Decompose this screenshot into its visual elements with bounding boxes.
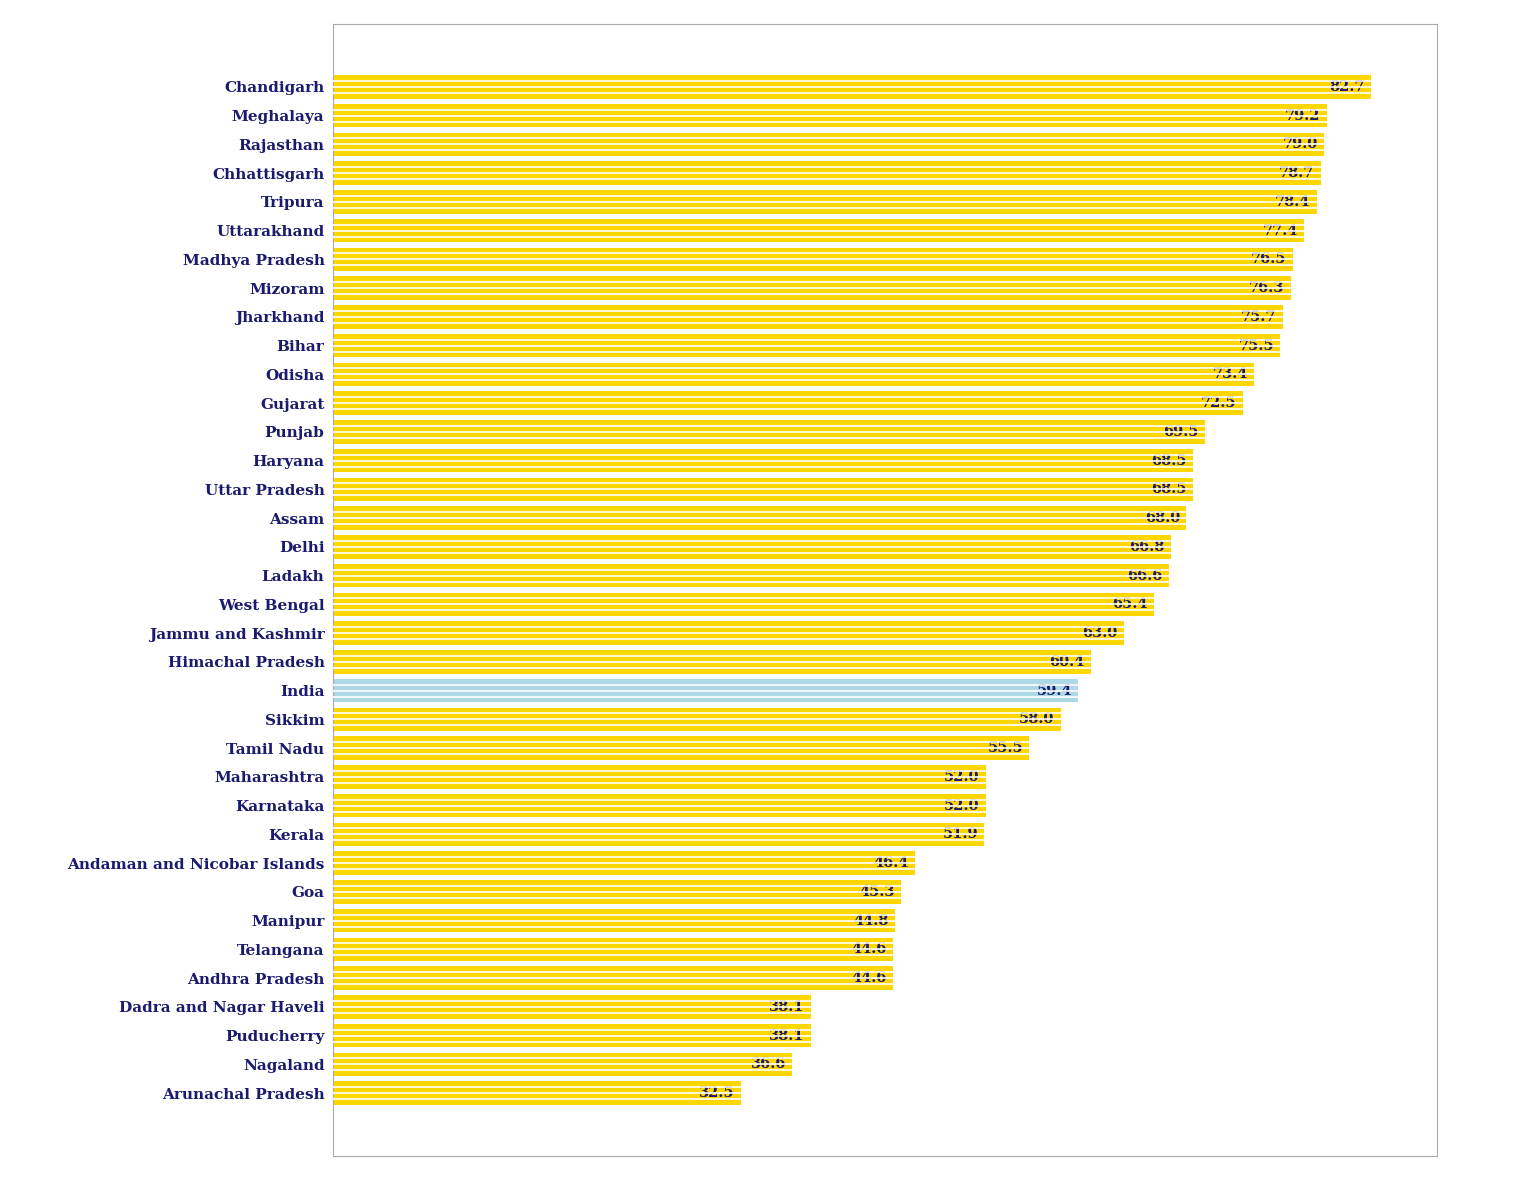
Bar — [333, 851, 915, 874]
Bar — [333, 162, 1321, 185]
Text: 68.5: 68.5 — [1151, 453, 1186, 467]
Text: 38.1: 38.1 — [769, 999, 805, 1014]
Text: 66.6: 66.6 — [1127, 569, 1162, 583]
Bar — [333, 190, 1316, 214]
Text: 68.5: 68.5 — [1151, 483, 1186, 497]
Bar — [333, 448, 1192, 472]
Bar — [333, 478, 1192, 502]
Text: 36.6: 36.6 — [750, 1057, 785, 1071]
Text: 32.5: 32.5 — [699, 1086, 734, 1100]
Bar — [333, 362, 1254, 386]
Bar — [333, 76, 1371, 99]
Text: 76.5: 76.5 — [1251, 253, 1286, 267]
Text: 72.5: 72.5 — [1201, 396, 1236, 411]
Text: 65.4: 65.4 — [1112, 597, 1147, 611]
Bar — [333, 334, 1280, 358]
Text: 82.7: 82.7 — [1328, 80, 1365, 94]
Bar — [333, 420, 1206, 444]
Bar — [333, 506, 1186, 530]
Bar — [333, 392, 1242, 415]
Text: 46.4: 46.4 — [873, 857, 909, 870]
Bar — [333, 535, 1171, 558]
Text: 79.0: 79.0 — [1283, 137, 1318, 151]
Bar — [333, 1053, 793, 1076]
Text: 51.9: 51.9 — [943, 827, 977, 841]
Text: 78.7: 78.7 — [1278, 166, 1315, 181]
Bar — [333, 736, 1029, 760]
Bar — [333, 966, 893, 990]
Text: 69.5: 69.5 — [1163, 425, 1198, 439]
Text: 44.6: 44.6 — [850, 971, 887, 985]
Bar — [333, 592, 1154, 616]
Text: 55.5: 55.5 — [988, 741, 1023, 755]
Bar — [333, 218, 1304, 242]
Bar — [333, 995, 811, 1018]
Text: 76.3: 76.3 — [1248, 281, 1285, 295]
Bar — [333, 938, 893, 962]
Bar — [333, 564, 1168, 588]
Bar — [333, 248, 1294, 271]
Bar — [333, 1024, 811, 1048]
Text: 68.0: 68.0 — [1145, 511, 1180, 525]
Bar — [333, 765, 985, 788]
Text: 63.0: 63.0 — [1082, 627, 1117, 640]
Text: 77.4: 77.4 — [1263, 224, 1298, 237]
Bar — [333, 708, 1061, 732]
Text: 75.5: 75.5 — [1239, 339, 1274, 353]
Bar — [333, 622, 1124, 645]
Bar — [333, 132, 1324, 156]
Text: 59.4: 59.4 — [1036, 683, 1073, 697]
Text: 45.3: 45.3 — [859, 885, 896, 899]
Text: 58.0: 58.0 — [1020, 713, 1055, 727]
Text: 44.8: 44.8 — [853, 913, 888, 927]
Text: 44.6: 44.6 — [850, 943, 887, 956]
Bar — [333, 306, 1283, 329]
Text: 78.4: 78.4 — [1275, 195, 1310, 209]
Bar — [333, 1081, 741, 1104]
Bar — [333, 678, 1079, 702]
Text: 38.1: 38.1 — [769, 1029, 805, 1043]
Text: 73.4: 73.4 — [1212, 367, 1248, 381]
Text: 60.4: 60.4 — [1050, 655, 1085, 669]
Bar — [333, 880, 902, 904]
Bar — [333, 276, 1291, 300]
Text: 79.2: 79.2 — [1285, 109, 1321, 123]
Bar — [333, 822, 985, 846]
Text: 52.0: 52.0 — [944, 799, 979, 813]
Bar — [333, 650, 1091, 674]
Bar — [333, 104, 1327, 127]
Text: 75.7: 75.7 — [1241, 310, 1277, 323]
Text: 66.8: 66.8 — [1130, 540, 1165, 553]
Bar — [333, 794, 985, 818]
Text: 52.0: 52.0 — [944, 769, 979, 784]
Bar — [333, 909, 896, 932]
